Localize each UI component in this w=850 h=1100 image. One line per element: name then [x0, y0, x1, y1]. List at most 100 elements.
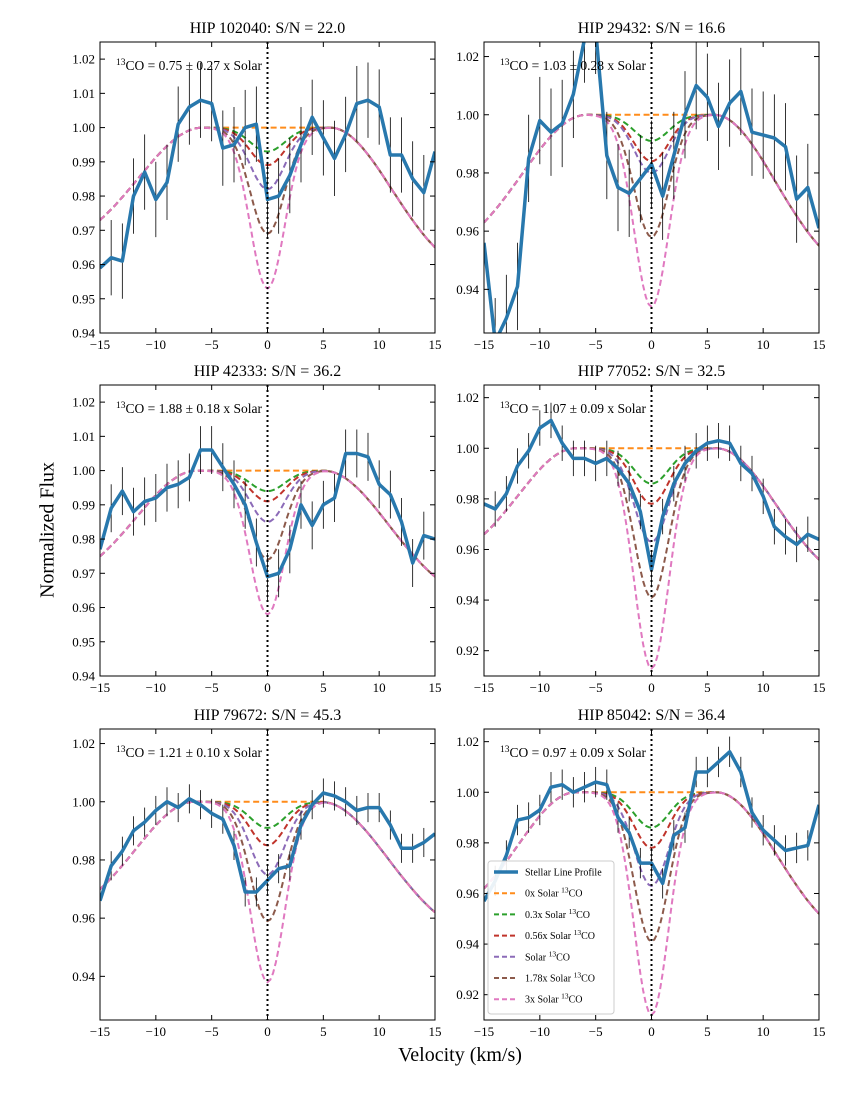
y-tick-label: 1.00	[72, 120, 95, 135]
subplot-6: −15 −10 −5 0 5 10 15 0.92 0.94 0.96 0.98 1.00 1.02 HI…	[456, 707, 825, 1039]
isotope-ratio-annotation: 13CO = 1.03 ± 0.28 x Solar	[500, 58, 647, 73]
plot-area	[484, 385, 819, 676]
x-tick-label: 15	[813, 680, 826, 695]
annotation-superscript: 13	[500, 745, 510, 755]
annotation-text: CO = 0.75 ± 0.27 x Solar	[126, 58, 263, 73]
isotope-ratio-annotation: 13CO = 1.21 ± 0.10 x Solar	[116, 745, 263, 760]
subplot-title: HIP 79672: S/N = 45.3	[194, 707, 342, 724]
y-tick-label: 1.02	[72, 736, 95, 751]
x-tick-label: −5	[205, 337, 219, 352]
x-tick-label: 10	[373, 680, 386, 695]
legend-label-text: 0.56x Solar	[525, 931, 574, 942]
x-tick-label: −15	[474, 680, 494, 695]
stellar-line-profile	[100, 98, 435, 270]
y-tick-label: 0.94	[72, 326, 95, 341]
stellar-line-profile	[484, 750, 819, 902]
y-tick-label: 1.02	[72, 52, 95, 67]
subplot-title: HIP 85042: S/N = 36.4	[578, 707, 726, 724]
x-tick-label: 0	[264, 680, 271, 695]
x-tick-label: −5	[589, 680, 603, 695]
y-tick-label: 0.99	[72, 497, 95, 512]
subplot-title: HIP 102040: S/N = 22.0	[190, 20, 346, 37]
y-tick-label: 0.94	[456, 282, 479, 297]
subplot-4: −15 −10 −5 0 5 10 15 0.92 0.94 0.96 0.98 1.00 1.02 HI…	[456, 363, 825, 695]
x-tick-label: −5	[205, 1024, 219, 1039]
y-axis-label: Normalized Flux	[36, 461, 59, 599]
stellar-line-profile	[484, 42, 819, 333]
x-tick-label: −10	[146, 1024, 166, 1039]
annotation-superscript: 13	[116, 745, 126, 755]
legend-label: Stellar Line Profile	[525, 868, 602, 879]
stellar-line-profile	[484, 418, 819, 572]
y-tick-label: 1.01	[72, 86, 95, 101]
model-curve-3x-solar	[100, 800, 435, 984]
legend-label-text: 3x Solar	[525, 995, 561, 1006]
x-tick-label: −5	[205, 680, 219, 695]
subplot-2: −15 −10 −5 0 5 10 15 0.94 0.96 0.98 1.00 1.02 HIP 29…	[456, 20, 826, 352]
x-tick-label: −15	[90, 337, 110, 352]
isotope-ratio-annotation: 13CO = 0.97 ± 0.09 x Solar	[500, 745, 647, 760]
plot-area	[100, 385, 435, 676]
y-tick-label: 0.98	[456, 165, 479, 180]
plot-area	[100, 42, 435, 333]
annotation-text: CO = 1.21 ± 0.10 x Solar	[126, 745, 263, 760]
x-tick-label: −10	[146, 680, 166, 695]
y-tick-label: 1.01	[72, 429, 95, 444]
x-tick-label: 15	[813, 1024, 826, 1039]
y-tick-label: 0.92	[456, 987, 479, 1002]
legend-label-superscript: 13	[574, 970, 582, 979]
x-tick-label: −15	[90, 680, 110, 695]
x-tick-label: −10	[530, 337, 550, 352]
x-tick-label: 0	[264, 337, 271, 352]
legend-label: 0.3x Solar 13CO	[525, 906, 590, 921]
legend-label-text: Stellar Line Profile	[525, 868, 602, 879]
y-tick-label: 0.94	[72, 969, 95, 984]
legend-label-tail: CO	[581, 974, 595, 985]
legend-label-tail: CO	[569, 889, 583, 900]
x-tick-label: 5	[320, 337, 327, 352]
model-curve-0-3x-solar	[100, 126, 435, 249]
plot-area	[100, 729, 435, 1020]
model-curve-0-3x-solar	[100, 800, 435, 914]
y-tick-label: 0.94	[456, 937, 479, 952]
annotation-superscript: 13	[116, 58, 126, 68]
annotation-text: CO = 1.07 ± 0.09 x Solar	[510, 401, 647, 416]
x-tick-label: −15	[474, 1024, 494, 1039]
y-tick-label: 0.92	[456, 643, 479, 658]
annotation-superscript: 13	[116, 401, 126, 411]
y-tick-label: 0.96	[72, 257, 95, 272]
x-tick-label: 5	[704, 337, 711, 352]
legend-label-text: 1.78x Solar	[525, 974, 574, 985]
x-tick-label: −10	[530, 680, 550, 695]
model-curve-3x-solar	[484, 447, 819, 670]
y-tick-label: 0.95	[72, 634, 95, 649]
annotation-text: CO = 0.97 ± 0.09 x Solar	[510, 745, 647, 760]
x-tick-label: 5	[320, 680, 327, 695]
y-tick-label: 0.97	[72, 223, 95, 238]
y-tick-label: 0.98	[456, 491, 479, 506]
subplot-title: HIP 29432: S/N = 16.6	[578, 20, 726, 37]
x-tick-label: 10	[373, 1024, 386, 1039]
x-tick-label: 15	[813, 337, 826, 352]
y-tick-label: 0.96	[456, 224, 479, 239]
x-tick-label: 15	[429, 1024, 442, 1039]
legend-label-superscript: 13	[569, 906, 577, 915]
legend-label-superscript: 13	[561, 991, 569, 1000]
y-tick-label: 0.94	[72, 669, 95, 684]
legend-label-tail: CO	[569, 995, 583, 1006]
y-tick-label: 1.00	[456, 441, 479, 456]
x-tick-label: 5	[320, 1024, 327, 1039]
x-tick-label: 0	[648, 337, 655, 352]
x-tick-label: 10	[757, 680, 770, 695]
legend-label-text: 0.3x Solar	[525, 910, 569, 921]
legend-box	[487, 860, 615, 1015]
y-tick-label: 0.96	[456, 542, 479, 557]
model-curve-0-56x-solar	[484, 791, 819, 915]
x-tick-label: 0	[648, 680, 655, 695]
x-tick-label: −15	[90, 1024, 110, 1039]
y-tick-label: 0.96	[72, 911, 95, 926]
legend-label-superscript: 13	[561, 885, 569, 894]
subplot-1: −15 −10 −5 0 5 10 15 0.94 0.95 0.96 0.97 0.98 0.99 1.…	[72, 20, 441, 352]
y-tick-label: 0.98	[72, 532, 95, 547]
model-curve-3x-solar	[100, 469, 435, 616]
